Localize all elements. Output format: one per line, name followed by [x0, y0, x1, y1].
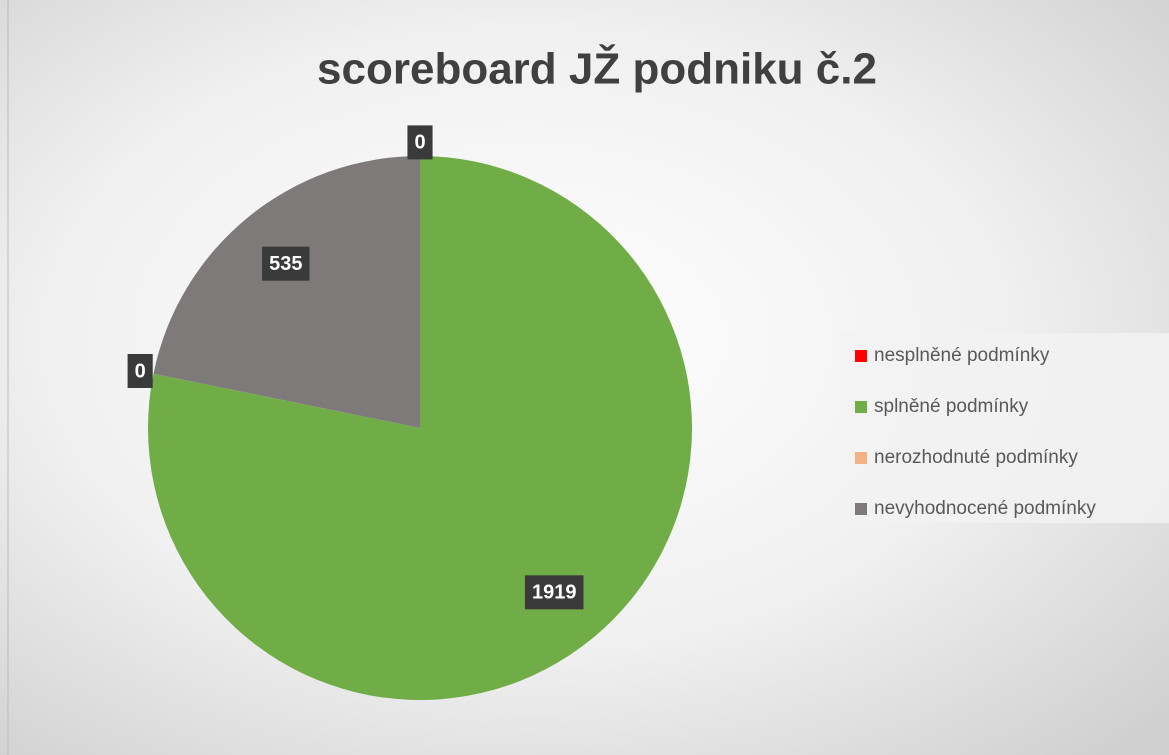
data-label: 1919 [524, 575, 584, 610]
data-label-text: 0 [414, 132, 425, 154]
data-label: 0 [407, 125, 433, 160]
data-label: 0 [127, 353, 153, 388]
pie-slice [147, 156, 692, 701]
legend-swatch [855, 401, 867, 413]
data-label-bg [407, 125, 433, 160]
chart-title: scoreboard JŽ podniku č.2 [317, 44, 877, 94]
legend-box [840, 333, 1169, 523]
data-label-bg [524, 575, 584, 610]
legend-swatch [855, 350, 867, 362]
data-label-text: 1919 [532, 582, 577, 604]
data-label-bg [127, 353, 153, 388]
pie-slice [153, 156, 420, 428]
data-label-text: 0 [135, 360, 146, 382]
legend-label: nevyhodnocené podmínky [874, 498, 1096, 519]
data-label: 535 [262, 246, 310, 281]
legend-swatch [855, 452, 867, 464]
data-label-text: 535 [269, 253, 302, 275]
legend-label: nesplněné podmínky [874, 345, 1050, 366]
legend-swatch [855, 503, 867, 515]
data-label-bg [262, 246, 310, 281]
legend-label: splněné podmínky [874, 396, 1029, 417]
legend-label: nerozhodnuté podmínky [874, 447, 1078, 468]
